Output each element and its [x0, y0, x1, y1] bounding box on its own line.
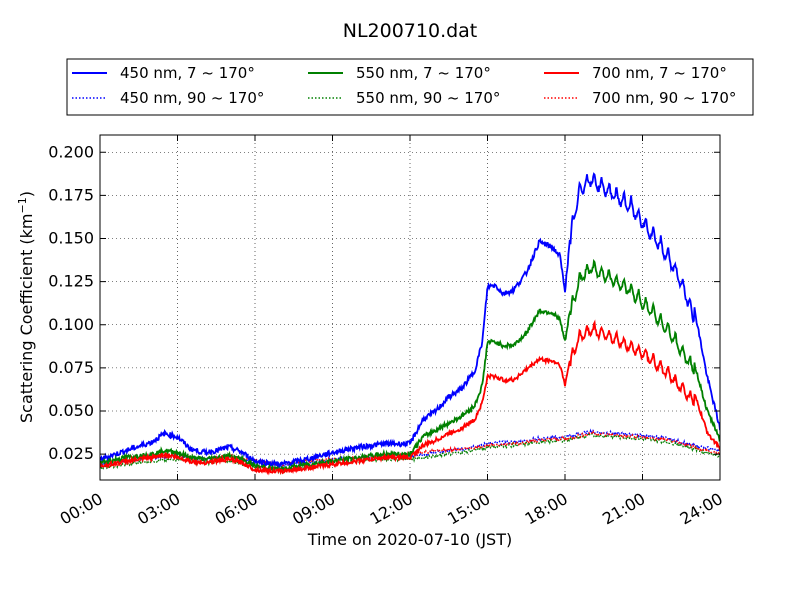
x-tick-label: 21:00 [599, 489, 648, 529]
series-line [100, 428, 720, 469]
x-tick-label: 12:00 [367, 489, 416, 529]
series-line [100, 172, 720, 469]
legend-label: 450 nm, 90 ~ 170° [120, 89, 264, 107]
x-tick-label: 15:00 [444, 489, 493, 529]
series-line [100, 319, 720, 476]
y-tick-label: 0.025 [48, 444, 94, 463]
legend-label: 550 nm, 90 ~ 170° [356, 89, 500, 107]
x-tick-label: 18:00 [522, 489, 571, 529]
y-tick-label: 0.125 [48, 272, 94, 291]
x-tick-label: 09:00 [289, 489, 338, 529]
y-axis-label-sup: −1 [16, 197, 29, 213]
series-line [100, 258, 720, 475]
y-axis-label-end: ) [17, 191, 36, 197]
x-tick-label: 24:00 [677, 489, 726, 529]
legend-label: 550 nm, 7 ~ 170° [356, 64, 491, 82]
chart-title: NL200710.dat [343, 20, 478, 42]
legend-label: 450 nm, 7 ~ 170° [120, 64, 255, 82]
y-axis-label: Scattering Coefficient (km−1) [16, 191, 36, 423]
x-tick-label: 00:00 [57, 489, 106, 529]
y-tick-label: 0.100 [48, 315, 94, 334]
legend-label: 700 nm, 90 ~ 170° [592, 89, 736, 107]
x-axis-label: Time on 2020-07-10 (JST) [307, 530, 512, 549]
legend-label: 700 nm, 7 ~ 170° [592, 64, 727, 82]
series-layer [100, 172, 720, 476]
legend: 450 nm, 7 ~ 170° 550 nm, 7 ~ 170° 700 nm, … [66, 58, 754, 116]
y-tick-label: 0.050 [48, 401, 94, 420]
x-tick-label: 06:00 [212, 489, 261, 529]
y-tick-label: 0.150 [48, 229, 94, 248]
y-tick-label: 0.200 [48, 142, 94, 161]
grid-lines [99, 135, 721, 480]
y-axis-label-main: Scattering Coefficient (km [17, 213, 36, 423]
y-tick-label: 0.175 [48, 185, 94, 204]
legend-box [66, 58, 754, 116]
x-tick-label: 03:00 [134, 489, 183, 529]
y-tick-label: 0.075 [48, 358, 94, 377]
